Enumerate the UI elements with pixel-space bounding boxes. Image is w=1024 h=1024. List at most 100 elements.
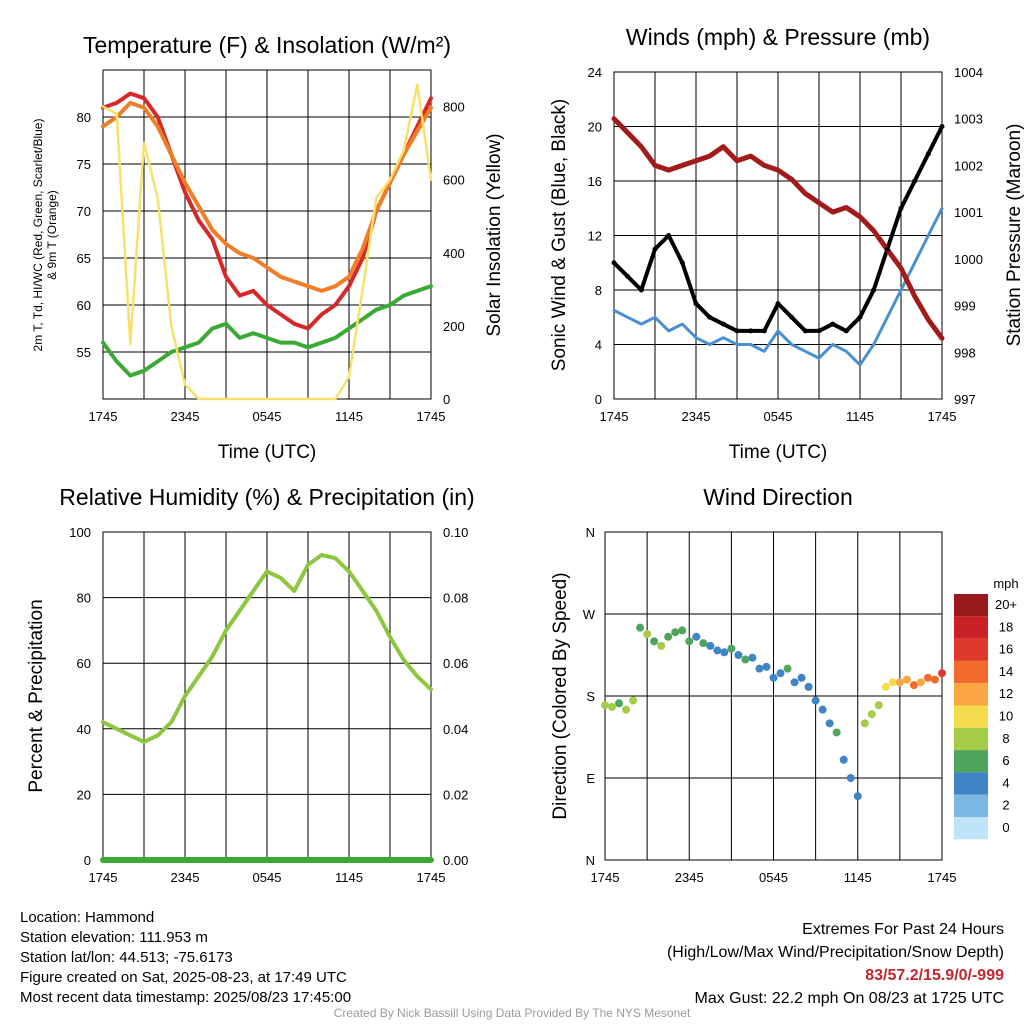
temperature-series-line [101, 284, 433, 378]
wind-direction-xtick: 1745 [591, 870, 620, 885]
temperature-series [101, 83, 433, 401]
wind-direction-point [671, 628, 680, 637]
humidity-xtick: 1745 [89, 870, 118, 885]
extremes-title: Extremes For Past 24 Hours [802, 921, 1004, 938]
winds-xtick: 1745 [600, 409, 629, 424]
wind-direction-point [938, 669, 946, 678]
gust-point [720, 321, 726, 327]
temperature-ytick: 70 [77, 204, 91, 219]
humidity-y2tick: 0.02 [443, 787, 468, 802]
wind-direction-point [825, 719, 834, 728]
colorbar-swatch [954, 616, 988, 639]
temperature-xtick: 1745 [417, 409, 446, 424]
wind-direction-point [692, 632, 701, 641]
humidity-series [100, 553, 434, 863]
temperature-xtick: 1745 [89, 409, 118, 424]
humidity-ytick: 20 [77, 787, 91, 802]
wind-direction-point [790, 678, 799, 687]
colorbar-label: 4 [1002, 775, 1009, 790]
wind-direction-point [713, 646, 722, 655]
temperature-ylabel-line2: & 9m T (Orange) [45, 190, 59, 280]
colorbar-swatch [954, 638, 988, 661]
recent-timestamp: Most recent data timestamp: 2025/08/23 1… [20, 989, 352, 1006]
extremes-fields: (High/Low/Max Wind/Precipitation/Snow De… [666, 944, 1004, 961]
wind-direction-point [930, 675, 939, 684]
wind-direction-point [888, 678, 897, 687]
gust-point [748, 328, 754, 334]
winds-series [611, 116, 945, 367]
gust-point [925, 151, 931, 157]
winds-xtick: 0545 [764, 409, 793, 424]
gust-point [611, 260, 617, 266]
wind-direction-xtick: 1145 [844, 870, 872, 885]
humidity-y2tick: 0.08 [443, 591, 468, 606]
winds-panel: Winds (mph) & Pressure (mb) Time (UTC) S… [549, 24, 1024, 463]
wind-direction-point [685, 637, 694, 646]
station-latlon: Station lat/lon: 44.513; -75.6173 [20, 949, 233, 966]
winds-title: Winds (mph) & Pressure (mb) [626, 24, 930, 50]
temperature-y2tick: 600 [443, 173, 465, 188]
gust-point [789, 314, 795, 320]
gust-point [693, 301, 699, 307]
humidity-y2tick: 0.00 [443, 853, 468, 868]
winds-ytick: 0 [595, 392, 602, 407]
wind-direction-point [727, 644, 736, 653]
wind-direction-ytick: N [586, 525, 595, 540]
colorbar-label: 10 [999, 709, 1013, 724]
gust-point [857, 314, 863, 320]
colorbar-label: 14 [999, 664, 1013, 679]
colorbar-label: 18 [999, 619, 1013, 634]
humidity-title: Relative Humidity (%) & Precipitation (i… [59, 484, 474, 510]
gust-point [816, 328, 822, 334]
gust-point [761, 328, 767, 334]
colorbar-label: 8 [1002, 731, 1009, 746]
wind-direction-point [860, 719, 869, 728]
figure-created: Figure created on Sat, 2025-08-23, at 17… [20, 969, 347, 986]
wind-direction-point [832, 728, 841, 737]
wind-direction-point [741, 655, 750, 664]
winds-series-line [612, 206, 944, 367]
temperature-xtick: 0545 [253, 409, 282, 424]
gust-point [884, 246, 890, 252]
gust-point [898, 205, 904, 211]
colorbar-swatch [954, 750, 988, 773]
gust-point [830, 321, 836, 327]
winds-xtick: 1145 [846, 409, 874, 424]
wind-direction-ticks: 1745 2345 0545 1145 1745 N E S W N [583, 525, 957, 885]
wind-direction-points [601, 623, 946, 801]
wind-direction-point [804, 682, 813, 691]
colorbar-swatch [954, 794, 988, 817]
temperature-ytick: 80 [77, 110, 91, 125]
wind-direction-point [629, 696, 638, 705]
winds-y2tick: 1000 [954, 252, 983, 267]
gust-point [802, 328, 808, 334]
winds-xtick: 1745 [928, 409, 957, 424]
wind-direction-point [650, 637, 659, 646]
wind-direction-ylabel: Direction (Colored By Speed) [550, 572, 571, 819]
winds-ticks: 1745 2345 0545 1145 1745 0 4 8 12 16 20 24 997 998 999… [588, 65, 983, 424]
winds-ytick: 16 [588, 174, 602, 189]
winds-ylabel: Sonic Wind & Gust (Blue, Black) [549, 99, 570, 371]
gust-point [679, 260, 685, 266]
humidity-ticks: 1745 2345 0545 1145 1745 0 20 40 60 80 100 0.00 0.02… [69, 525, 468, 885]
extremes-values: 83/57.2/15.9/0/-999 [865, 967, 1004, 984]
colorbar-swatch [954, 660, 988, 684]
winds-xlabel: Time (UTC) [729, 442, 828, 463]
wind-direction-point [881, 682, 890, 691]
wind-direction-xtick: 1745 [928, 870, 957, 885]
station-location: Location: Hammond [20, 909, 155, 926]
gust-point [652, 246, 658, 252]
speed-colorbar: mph 20+ 18 16 14 12 10 8 6 4 2 0 [954, 576, 1019, 840]
colorbar-label: 20+ [995, 597, 1017, 612]
wind-direction-point [706, 641, 715, 650]
temperature-panel: Temperature (F) & Insolation (W/m²) Time… [31, 32, 505, 463]
temperature-ticks: 1745 2345 0545 1145 174555606570758002004006… [77, 100, 465, 424]
humidity-xtick: 1145 [335, 870, 363, 885]
temperature-title: Temperature (F) & Insolation (W/m²) [83, 32, 451, 58]
humidity-ytick: 0 [84, 853, 91, 868]
humidity-ytick: 60 [77, 656, 91, 671]
gust-point [912, 178, 918, 184]
wind-direction-point [601, 701, 609, 710]
wind-direction-title: Wind Direction [703, 484, 853, 510]
wind-direction-point [909, 681, 918, 690]
